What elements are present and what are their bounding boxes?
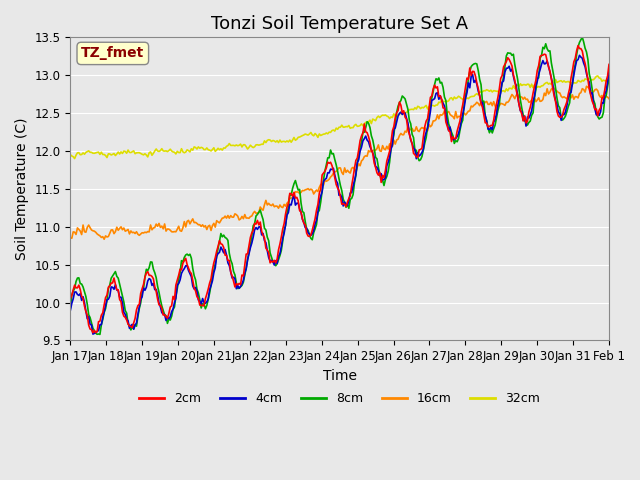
16cm <box>452 108 460 114</box>
8cm <box>605 76 613 82</box>
2cm <box>604 73 611 79</box>
2cm <box>452 136 460 142</box>
4cm <box>575 52 583 58</box>
8cm <box>96 332 104 337</box>
32cm <box>71 156 79 161</box>
4cm <box>89 331 97 337</box>
2cm <box>67 296 74 301</box>
8cm <box>452 138 460 144</box>
16cm <box>100 236 108 242</box>
2cm <box>345 195 353 201</box>
32cm <box>86 149 94 155</box>
32cm <box>605 78 613 84</box>
Y-axis label: Soil Temperature (C): Soil Temperature (C) <box>15 118 29 260</box>
4cm <box>345 198 353 204</box>
4cm <box>604 79 611 85</box>
32cm <box>594 73 602 79</box>
16cm <box>67 235 74 240</box>
8cm <box>604 84 611 89</box>
2cm <box>103 292 111 298</box>
4cm <box>605 67 613 73</box>
4cm <box>103 297 111 303</box>
16cm <box>345 169 353 175</box>
2cm <box>532 77 540 83</box>
16cm <box>103 234 111 240</box>
Line: 16cm: 16cm <box>70 86 609 239</box>
4cm <box>67 307 74 313</box>
32cm <box>452 96 460 101</box>
2cm <box>574 43 582 48</box>
8cm <box>579 34 586 40</box>
32cm <box>532 82 540 88</box>
Title: Tonzi Soil Temperature Set A: Tonzi Soil Temperature Set A <box>211 15 468 33</box>
Line: 32cm: 32cm <box>70 76 609 158</box>
8cm <box>85 312 93 318</box>
2cm <box>605 61 613 67</box>
16cm <box>605 96 613 102</box>
8cm <box>532 87 540 93</box>
32cm <box>103 155 111 160</box>
16cm <box>582 84 590 89</box>
2cm <box>85 323 93 328</box>
16cm <box>85 222 93 228</box>
8cm <box>103 298 111 304</box>
4cm <box>85 314 93 320</box>
8cm <box>345 205 353 211</box>
32cm <box>345 122 353 128</box>
32cm <box>604 78 611 84</box>
32cm <box>67 152 74 157</box>
4cm <box>532 83 540 89</box>
16cm <box>532 99 540 105</box>
Line: 8cm: 8cm <box>70 37 609 335</box>
2cm <box>89 330 97 336</box>
Legend: 2cm, 4cm, 8cm, 16cm, 32cm: 2cm, 4cm, 8cm, 16cm, 32cm <box>134 387 545 410</box>
X-axis label: Time: Time <box>323 369 356 383</box>
Line: 2cm: 2cm <box>70 46 609 333</box>
16cm <box>604 94 611 100</box>
4cm <box>452 135 460 141</box>
Line: 4cm: 4cm <box>70 55 609 334</box>
Text: TZ_fmet: TZ_fmet <box>81 47 145 60</box>
8cm <box>67 305 74 311</box>
